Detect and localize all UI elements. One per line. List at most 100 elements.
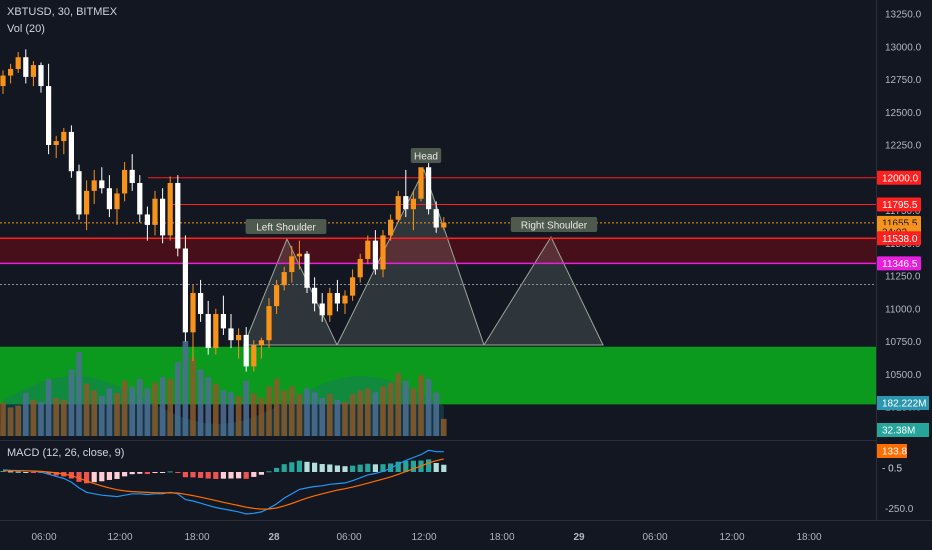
candle-body	[228, 328, 234, 341]
candle	[380, 230, 386, 278]
candle-body	[61, 131, 67, 142]
pattern-label-text: Right Shoulder	[521, 221, 588, 232]
candle	[372, 230, 378, 275]
volume-bar	[410, 388, 417, 436]
volume-bar	[23, 393, 29, 436]
candle	[266, 298, 272, 349]
candle	[84, 180, 90, 231]
volume-bar	[357, 390, 363, 436]
candle	[258, 337, 264, 359]
pattern-label-box	[510, 217, 598, 232]
volume-bar	[266, 386, 272, 436]
volume-bar	[273, 379, 280, 436]
macd-histogram-bar	[433, 463, 439, 472]
candle-body	[266, 306, 272, 341]
candle	[61, 127, 67, 155]
candle	[251, 340, 257, 372]
macd-histogram-bar	[91, 472, 97, 483]
volume-bar	[114, 393, 120, 436]
candle	[426, 162, 432, 215]
volume-bar	[395, 373, 401, 436]
volume-bar	[197, 369, 204, 436]
volume-bar	[175, 361, 181, 436]
candle	[243, 327, 249, 372]
candle-body	[304, 253, 310, 288]
time-tick-label: 29	[573, 532, 585, 543]
candle-body	[144, 214, 150, 225]
candle	[15, 51, 21, 73]
macd-histogram-bar	[182, 472, 188, 478]
symbol-title[interactable]: XBTUSD, 30, BITMEX	[7, 6, 118, 18]
volume-bar	[235, 396, 242, 436]
price-axis[interactable]: 13250.0 13000.0 12750.0 12500.0 12250.0 12000…	[877, 10, 929, 515]
price-tag-label: 11538.0	[882, 234, 918, 245]
candle-body	[46, 86, 52, 145]
volume-bar	[342, 401, 348, 436]
price-tick-label: 12750.0	[885, 75, 922, 86]
macd-histogram-bar	[350, 465, 356, 472]
price-tick-label: 13250.0	[885, 10, 922, 21]
volume-indicator-title[interactable]: Vol (20)	[7, 23, 45, 35]
macd-histogram-bar	[304, 461, 310, 472]
candle-body	[243, 334, 249, 367]
pattern-label: Head	[410, 148, 442, 163]
volume-bar	[99, 396, 105, 436]
candle-body	[76, 171, 82, 215]
candlesticks[interactable]	[0, 49, 447, 372]
volume-tag-box	[877, 423, 929, 437]
candle	[8, 63, 14, 84]
volume-bar	[68, 369, 75, 436]
candle-body	[357, 258, 363, 278]
horizontal-levels	[0, 177, 876, 286]
candle-body	[433, 209, 439, 228]
time-axis[interactable]: 06:00 12:00 18:00 28 06:00 12:00 18:00 29 06:00 1…	[31, 532, 821, 543]
macd-histogram-bar	[84, 472, 90, 484]
candle-body	[334, 293, 340, 304]
candle-body	[410, 198, 416, 210]
macd-tag-box	[877, 461, 907, 475]
price-tag-label: 11795.5	[882, 200, 918, 211]
candle	[152, 190, 158, 236]
volume-bar	[121, 380, 128, 436]
volume-bar	[76, 352, 82, 436]
candle-body	[167, 182, 173, 236]
macd-histogram-bar	[175, 472, 181, 473]
volume-bar	[251, 393, 257, 436]
candle	[182, 235, 188, 342]
pattern-label-box	[410, 148, 442, 163]
candle-body	[327, 293, 333, 316]
macd-histogram-bar	[380, 464, 386, 472]
candle-body	[380, 235, 386, 270]
time-tick-label: 28	[268, 532, 280, 543]
macd-histogram-bar	[319, 464, 325, 472]
candle	[30, 61, 36, 87]
candle-body	[68, 131, 74, 172]
zone-0	[0, 238, 876, 264]
candle-body	[53, 141, 59, 145]
macd-histogram-bar	[53, 472, 59, 476]
candle-body	[30, 65, 36, 77]
volume-bar	[30, 399, 37, 436]
volume-bar	[129, 386, 135, 436]
candle	[106, 175, 112, 218]
volume-bar	[167, 379, 173, 436]
macd-histogram-bar	[76, 472, 82, 482]
macd-histogram-bar	[129, 472, 135, 475]
volume-bar	[137, 379, 143, 436]
macd-indicator-title[interactable]: MACD (12, 26, close, 9)	[7, 447, 125, 459]
candle	[205, 300, 211, 355]
candle	[175, 175, 181, 257]
volume-tag-label: 182.222M	[882, 399, 926, 410]
candle-body	[418, 167, 424, 199]
macd-histogram-bar	[274, 467, 280, 472]
macd-tag: - 0.5	[877, 461, 907, 475]
macd-histogram-bar	[122, 472, 128, 477]
macd-histogram-bar	[426, 459, 432, 472]
candle-body	[312, 287, 318, 304]
volume-bar	[15, 405, 21, 436]
volume-bar	[38, 401, 44, 436]
candle-body	[114, 193, 120, 210]
candle	[76, 164, 82, 220]
macd-histogram-bar	[137, 472, 143, 474]
